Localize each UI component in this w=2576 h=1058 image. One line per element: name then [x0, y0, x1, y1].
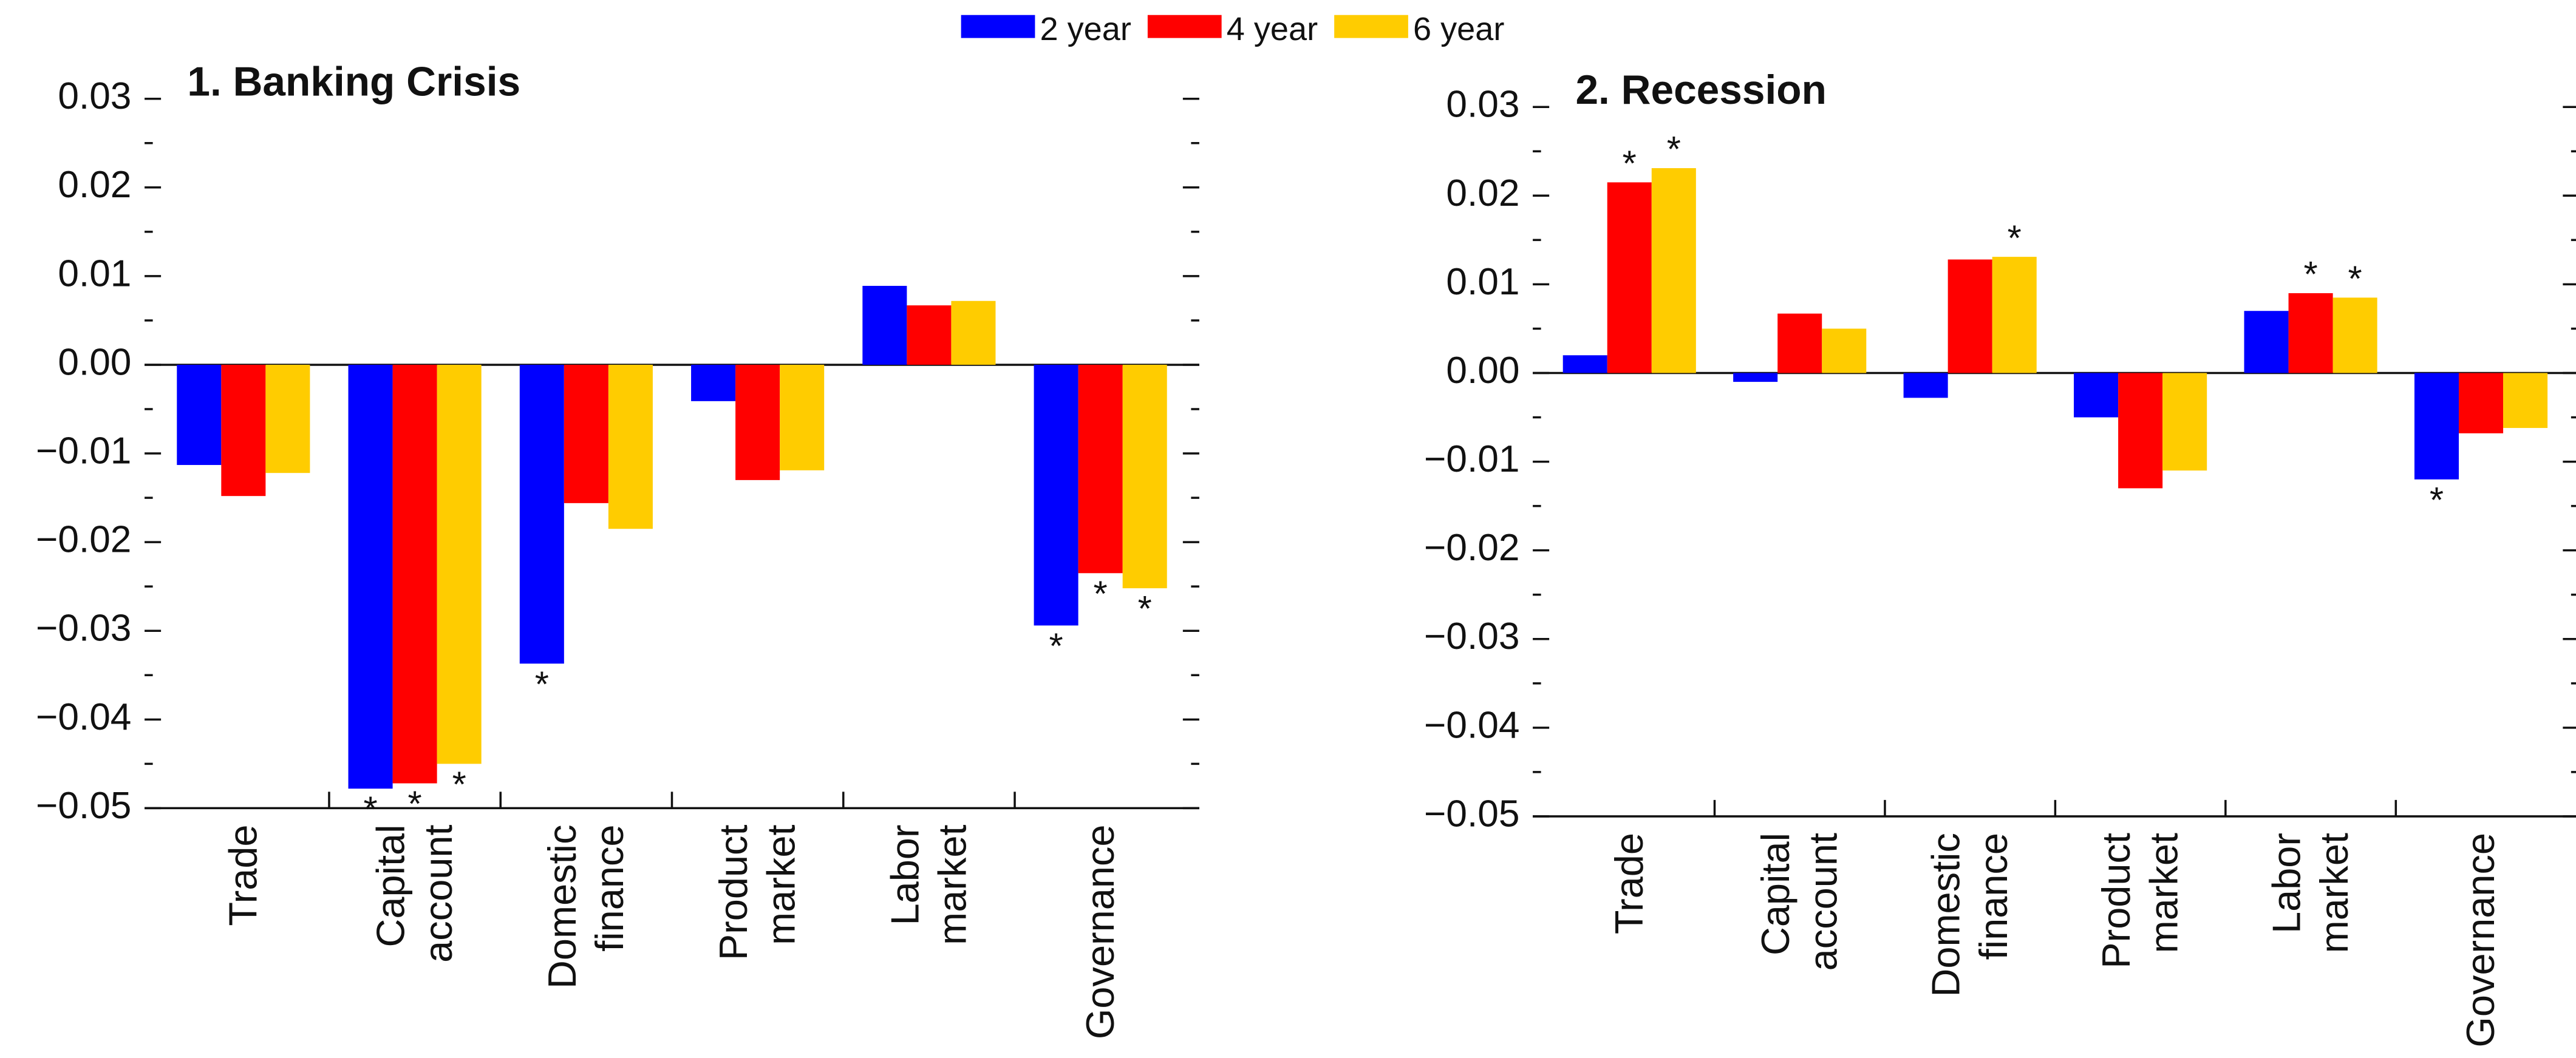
y-tick-label: −0.05: [36, 785, 131, 827]
bar: [2074, 373, 2119, 418]
y-tick-label: −0.01: [1424, 438, 1519, 480]
x-tick-label: market: [758, 824, 803, 944]
significance-marker: *: [2430, 480, 2444, 520]
significance-marker: *: [535, 663, 549, 704]
bar: [1733, 373, 1778, 382]
legend-label: 4 year: [1227, 11, 1318, 47]
y-tick-label: −0.03: [36, 608, 131, 649]
x-tick-label: finance: [1971, 833, 2015, 960]
significance-marker: *: [2304, 254, 2318, 294]
y-tick-label: 0.01: [1446, 261, 1519, 303]
x-tick-label: market: [2312, 833, 2356, 953]
x-tick-label: account: [416, 824, 460, 962]
y-tick-label: 0.02: [58, 164, 131, 206]
bar: [564, 364, 608, 503]
x-tick-label: Product: [2094, 833, 2138, 969]
bar: [1822, 328, 1867, 373]
legend-label: 2 year: [1040, 11, 1131, 47]
chart-title: 1. Banking Crisis: [187, 59, 520, 104]
y-tick-label: 0.03: [1446, 84, 1519, 126]
bar: [691, 364, 736, 401]
x-tick-label: market: [2142, 833, 2186, 953]
bar: [951, 300, 996, 365]
y-tick-label: 0.01: [58, 253, 131, 294]
significance-marker: *: [2348, 258, 2362, 299]
x-tick-label: Domestic: [540, 824, 584, 989]
y-tick-label: −0.04: [36, 696, 131, 738]
legend-swatch: [1147, 15, 1222, 38]
significance-marker: *: [2008, 217, 2022, 258]
bar: [862, 285, 907, 365]
y-tick-label: −0.04: [1424, 704, 1519, 746]
bar: [2332, 297, 2377, 373]
significance-marker: *: [1049, 626, 1063, 666]
x-tick-label: Trade: [220, 824, 265, 926]
bar: [1777, 313, 1822, 373]
x-tick-label: account: [1801, 833, 1845, 971]
y-tick-label: −0.01: [36, 430, 131, 472]
x-tick-label: finance: [587, 824, 632, 951]
bar: [2244, 311, 2289, 373]
x-tick-label: Capital: [1753, 833, 1797, 955]
significance-marker: *: [1623, 143, 1637, 184]
bar: [1947, 259, 1992, 373]
bar: [177, 364, 222, 466]
bar: [1562, 355, 1607, 373]
bar: [1078, 364, 1123, 574]
y-tick-label: 0.00: [58, 341, 131, 383]
chart-title: 2. Recession: [1575, 67, 1826, 113]
y-tick-label: 0.00: [1446, 350, 1519, 392]
bar: [608, 364, 653, 529]
x-tick-label: Governance: [2458, 833, 2503, 1048]
y-tick-label: 0.02: [1446, 172, 1519, 214]
significance-marker: *: [1667, 129, 1681, 169]
bar: [519, 364, 564, 664]
legend-label: 6 year: [1413, 11, 1504, 47]
bar: [2162, 373, 2207, 471]
x-tick-label: market: [930, 824, 975, 944]
bar: [392, 364, 437, 784]
bar: [780, 364, 825, 470]
y-tick-label: 0.03: [58, 75, 131, 117]
y-tick-label: −0.03: [1424, 615, 1519, 657]
significance-marker: *: [363, 788, 377, 829]
bar: [2118, 373, 2163, 489]
bar: [735, 364, 780, 480]
y-tick-label: −0.05: [1424, 793, 1519, 835]
bar: [1651, 168, 1696, 373]
significance-marker: *: [408, 784, 422, 824]
bar: [1122, 364, 1167, 589]
bar: [265, 364, 310, 473]
significance-marker: *: [1138, 588, 1152, 629]
bar: [1034, 364, 1078, 626]
bar: [348, 364, 393, 789]
bar: [2288, 293, 2333, 373]
x-tick-label: Capital: [369, 824, 413, 947]
x-tick-label: Labor: [882, 824, 927, 925]
bar: [2414, 373, 2459, 480]
y-tick-label: −0.02: [36, 519, 131, 561]
bar: [1903, 373, 1948, 398]
bar: [2503, 373, 2548, 429]
significance-marker: *: [1094, 573, 1108, 614]
bar: [1992, 257, 2037, 373]
bar: [437, 364, 482, 764]
x-tick-label: Domestic: [1924, 833, 1968, 997]
y-tick-label: −0.02: [1424, 527, 1519, 569]
bar: [1607, 182, 1652, 373]
x-tick-label: Governance: [1078, 824, 1122, 1039]
x-tick-label: Product: [711, 824, 755, 960]
x-tick-label: Trade: [1607, 833, 1651, 934]
bar: [221, 364, 266, 497]
bar: [2459, 373, 2504, 433]
x-tick-label: Labor: [2264, 833, 2309, 934]
significance-marker: *: [452, 764, 466, 804]
legend-swatch: [1334, 15, 1408, 38]
bar: [907, 305, 952, 365]
legend-swatch: [961, 15, 1035, 38]
